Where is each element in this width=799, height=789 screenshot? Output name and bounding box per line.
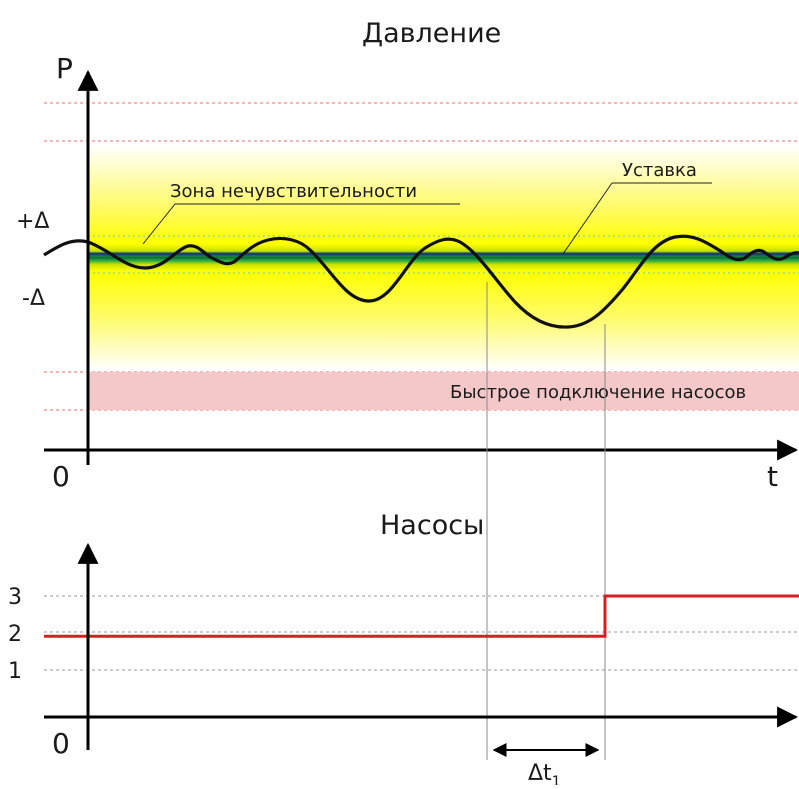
pumps-tick-1: 1 [8,659,22,684]
fast-connect-band [88,372,799,410]
pumps-origin-label: 0 [52,727,70,760]
delay-label-main: Δt [528,761,552,785]
setpoint-label: Уставка [622,160,697,181]
pump-count-line [44,594,799,638]
pumps-tick-2: 2 [8,622,22,647]
pressure-y-axis-label: P [56,52,73,85]
delay-label-subscript: 1 [552,774,561,785]
pressure-chart-title: Давление [362,18,501,49]
pressure-curve [43,234,799,329]
pressure-x-axis-label: t [767,460,778,493]
pumps-chart-title: Насосы [380,510,484,541]
pumps-tick-3: 3 [8,585,22,610]
delay-label: Δt1 [528,761,561,785]
minus-delta-label: -Δ [22,286,45,311]
plus-delta-label: +Δ [16,209,49,234]
fast-connect-label: Быстрое подключение насосов [450,382,746,403]
setpoint-leader [562,182,613,255]
deadband-leader [142,203,176,245]
deadband-label: Зона нечувствительности [170,181,417,202]
pressure-origin-label: 0 [52,460,70,493]
